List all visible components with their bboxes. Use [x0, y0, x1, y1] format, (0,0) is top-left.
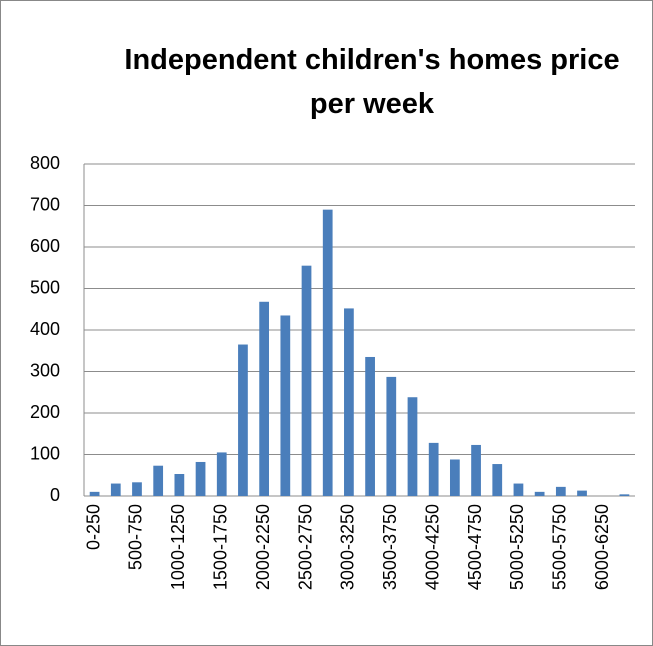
bar	[110, 483, 121, 496]
bar	[534, 491, 545, 496]
x-tick-label: 5500-5750	[550, 504, 570, 590]
y-tick-label: 500	[30, 277, 60, 297]
x-tick-label: 2500-2750	[295, 504, 315, 590]
bar	[132, 482, 142, 496]
bar	[301, 265, 312, 496]
bar	[153, 465, 164, 496]
x-tick-label: 0-250	[83, 504, 103, 550]
x-tick-label: 4500-4750	[465, 504, 485, 590]
x-tick-label: 4000-4250	[422, 504, 442, 590]
bar	[492, 464, 503, 496]
x-tick-label: 6000-6250	[592, 504, 612, 590]
bar	[407, 397, 418, 496]
x-tick-label: 1500-1750	[211, 504, 231, 590]
bar	[174, 474, 185, 496]
chart-title: Independent children's homes price per w…	[124, 44, 620, 120]
bar	[619, 494, 630, 496]
bar	[280, 315, 291, 496]
bar	[386, 376, 397, 496]
x-tick-label: 1000-1250	[168, 504, 188, 590]
bar	[89, 491, 100, 496]
bar	[449, 459, 460, 496]
y-tick-label: 0	[50, 485, 60, 505]
x-tick-label: 500-750	[126, 504, 146, 570]
x-tick-label: 3000-3250	[338, 504, 358, 590]
bar	[555, 486, 566, 496]
bar	[344, 308, 354, 496]
bar	[322, 209, 333, 496]
y-tick-label: 200	[30, 402, 60, 422]
bar	[428, 442, 439, 496]
y-tick-label: 700	[30, 194, 60, 214]
bar	[513, 483, 524, 496]
bar	[195, 461, 206, 496]
y-tick-label: 600	[30, 236, 60, 256]
bar	[216, 452, 227, 496]
bar	[471, 444, 481, 496]
x-tick-label: 5000-5250	[507, 504, 527, 590]
x-tick-label: 2000-2250	[253, 504, 273, 590]
bar	[238, 344, 248, 496]
y-tick-label: 100	[30, 443, 60, 463]
bar	[259, 301, 270, 496]
bar	[365, 356, 375, 496]
x-tick-label: 3500-3750	[380, 504, 400, 590]
y-tick-label: 800	[30, 153, 60, 173]
bar	[577, 490, 587, 496]
y-tick-label: 400	[30, 319, 60, 339]
y-tick-label: 300	[30, 360, 60, 380]
